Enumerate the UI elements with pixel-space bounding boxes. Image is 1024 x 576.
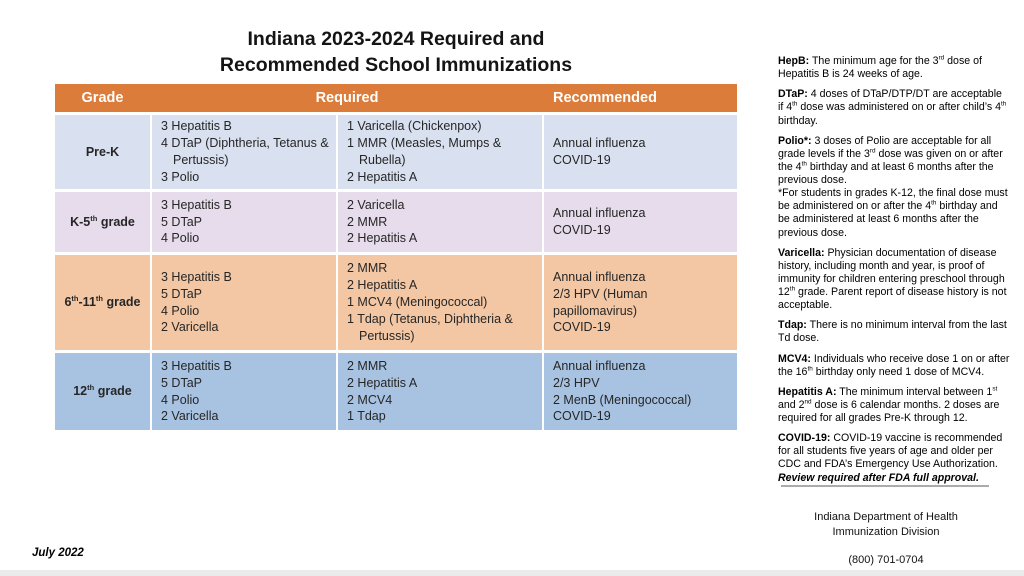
grade-cell: 6th-11th grade — [55, 255, 150, 350]
grade-label: 12th grade — [73, 382, 132, 399]
grade-cell: K-5th grade — [55, 192, 150, 252]
vaccine-item: 2 MMR — [347, 214, 388, 229]
vaccine-item: COVID-19 — [553, 223, 611, 237]
vaccine-item: 1 MCV4 (Meningococcal) — [347, 295, 488, 310]
header-recommended: Recommended — [553, 90, 657, 106]
table-row: Pre-K 3 Hepatitis B 4 DTaP (Diphtheria, Te… — [55, 115, 737, 189]
vaccine-item: Annual influenza — [553, 269, 646, 284]
vaccine-item: 4 Polio — [161, 303, 200, 318]
required-cell-1: 3 Hepatitis B 5 DTaP 4 Polio 2 Varicella — [152, 353, 336, 430]
vaccine-item: 3 Hepatitis B — [161, 269, 232, 284]
grade-label: K-5th grade — [70, 213, 135, 229]
vaccine-item: COVID-19 — [553, 409, 611, 424]
footnote: Hepatitis A: The minimum interval betwee… — [778, 385, 1000, 424]
footer-phone: (800) 701-0704 — [848, 553, 924, 566]
recommended-cell: Annual influenza COVID-19 — [544, 192, 737, 252]
vaccine-item: 4 DTaP (Diphtheria, Tetanus & Pertussis) — [161, 136, 329, 167]
vaccine-item: 3 Hepatitis B — [161, 358, 232, 373]
footnote-label: HepB: — [778, 55, 810, 67]
vaccine-item: 4 Polio — [161, 231, 200, 246]
vaccine-item: COVID-19 — [553, 153, 611, 167]
footnote-label: DTaP: — [778, 88, 808, 101]
table-row: 12th grade 3 Hepatitis B 5 DTaP 4 Polio 2 Va… — [55, 353, 737, 430]
footnotes: HepB: The minimum age for the 3rd dose o… — [778, 55, 1010, 492]
header-grade: Grade — [81, 90, 124, 106]
vaccine-item: 2 MMR — [347, 261, 388, 276]
vaccine-item: 5 DTaP — [161, 375, 202, 390]
vaccine-item: Annual influenza — [553, 206, 646, 221]
footnote: COVID-19: COVID-19 vaccine is recommende… — [778, 432, 1003, 484]
required-cell-2: 2 MMR 2 Hepatitis A 1 MCV4 (Meningococcal)… — [338, 255, 542, 350]
date-label: July 2022 — [32, 547, 84, 559]
vaccine-item: 2 MCV4 — [347, 392, 393, 407]
vaccine-item: 4 Polio — [161, 392, 200, 407]
footnote: MCV4: Individuals who receive dose 1 on … — [778, 352, 1010, 378]
footnote-italic-text: Review required after FDA full approval. — [778, 471, 979, 484]
required-cell-2: 1 Varicella (Chickenpox) 1 MMR (Measles, … — [338, 115, 542, 189]
header-required: Required — [315, 90, 379, 106]
vaccine-item: 1 Varicella (Chickenpox) — [347, 119, 482, 134]
footnote: HepB: The minimum age for the 3rd dose o… — [778, 54, 982, 81]
table-header: Grade Required Recommended — [55, 84, 737, 112]
vaccine-item: 2 Varicella — [161, 320, 219, 335]
vaccine-item: 1 Tdap — [347, 409, 386, 424]
vaccine-item: 2 Varicella — [161, 409, 219, 424]
vaccine-item: 5 DTaP — [161, 286, 202, 301]
vaccine-item: COVID-19 — [553, 320, 611, 335]
footnote: DTaP: 4 doses of DTaP/DTP/DT are accepta… — [778, 88, 1007, 127]
vaccine-item: 2 Hepatitis A — [347, 375, 418, 390]
footnote: Varicella: Physician documentation of di… — [778, 246, 1007, 312]
footnote-label: Tdap: — [778, 319, 807, 332]
vaccine-item: 2/3 HPV (Human papillomavirus) — [553, 286, 648, 318]
footer-org: Indiana Department of Health Immunizatio… — [770, 510, 1002, 568]
immunization-table: Grade Required Recommended Pre-K 3 Hepati… — [55, 84, 737, 430]
sidebar-divider — [781, 485, 989, 487]
page-title-line2: Recommended School Immunizations — [219, 53, 573, 76]
recommended-cell: Annual influenza COVID-19 — [544, 115, 737, 189]
vaccine-item: 2 Varicella — [347, 197, 405, 212]
page-title-line1: Indiana 2023-2024 Required and — [247, 28, 545, 50]
org-line1: Indiana Department of Health — [814, 511, 958, 523]
vaccine-item: 5 DTaP — [161, 214, 202, 229]
footnote-label: MCV4: — [778, 352, 811, 365]
bottom-bar — [0, 570, 1024, 576]
vaccine-item: 2/3 HPV — [553, 375, 600, 390]
footnote: Polio*: 3 doses of Polio are acceptable … — [778, 134, 1008, 239]
required-cell-1: 3 Hepatitis B 4 DTaP (Diphtheria, Tetanus… — [152, 115, 336, 189]
required-cell-1: 3 Hepatitis B 5 DTaP 4 Polio 2 Varicella — [152, 255, 336, 350]
vaccine-item: 1 MMR (Measles, Mumps & Rubella) — [347, 136, 502, 167]
grade-label: 6th-11th grade — [64, 293, 141, 310]
vaccine-item: 3 Hepatitis B — [161, 197, 232, 212]
required-cell-2: 2 MMR 2 Hepatitis A 2 MCV4 1 Tdap — [338, 353, 542, 430]
recommended-cell: Annual influenza 2/3 HPV 2 MenB (Meningoco… — [544, 353, 737, 430]
vaccine-item: 3 Hepatitis B — [161, 119, 232, 134]
vaccine-item: Annual influenza — [553, 136, 646, 151]
table-row: K-5th grade 3 Hepatitis B 5 DTaP 4 Polio 2 V… — [55, 192, 737, 252]
footnote: Tdap: There is no minimum interval from … — [778, 319, 1007, 345]
grade-cell: Pre-K — [55, 115, 150, 189]
vaccine-item: 2 Hepatitis A — [347, 278, 418, 293]
footnote-label: Hepatitis A: — [778, 385, 837, 398]
vaccine-item: Annual influenza — [553, 358, 646, 373]
required-cell-2: 2 Varicella 2 MMR 2 Hepatitis A — [338, 192, 542, 252]
vaccine-item: 2 Hepatitis A — [347, 169, 418, 184]
vaccine-item: 2 MenB (Meningococcal) — [553, 392, 692, 407]
org-line2: Immunization Division — [832, 525, 940, 538]
page-title: Indiana 2023-2024 Required and Recommend… — [55, 27, 737, 78]
grade-cell: 12th grade — [55, 353, 150, 430]
vaccine-item: 3 Polio — [161, 169, 200, 184]
footnote-label: Varicella: — [778, 246, 825, 259]
vaccine-item: 2 Hepatitis A — [347, 231, 418, 246]
table-body: Pre-K 3 Hepatitis B 4 DTaP (Diphtheria, Te… — [55, 115, 737, 430]
footnote-label: Polio*: — [778, 134, 812, 147]
recommended-cell: Annual influenza 2/3 HPV (Human papilloma… — [544, 255, 737, 350]
table-row: 6th-11th grade 3 Hepatitis B 5 DTaP 4 Polio… — [55, 255, 737, 350]
vaccine-item: 2 MMR — [347, 358, 388, 373]
vaccine-item: 1 Tdap (Tetanus, Diphtheria & Pertussis) — [347, 311, 513, 343]
grade-label: Pre-K — [85, 144, 120, 159]
required-cell-1: 3 Hepatitis B 5 DTaP 4 Polio — [152, 192, 336, 252]
footnote-label: COVID-19: — [778, 432, 831, 445]
